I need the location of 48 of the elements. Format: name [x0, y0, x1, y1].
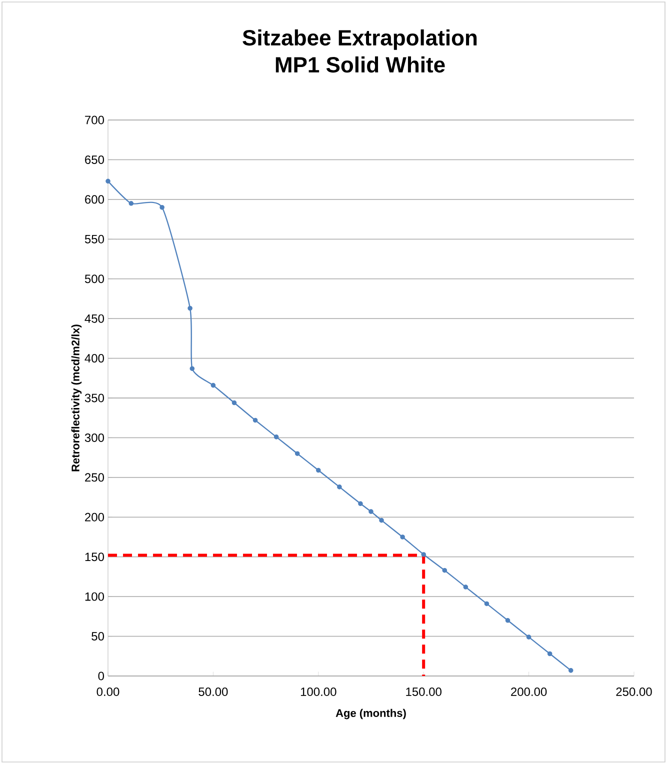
x-tick-label: 150.00 [406, 688, 442, 696]
x-tick-label: 250.00 [616, 688, 652, 696]
x-tick-label: 0.00 [96, 688, 120, 696]
y-tick-label: 250 [85, 473, 104, 482]
y-tick-label: 500 [84, 274, 104, 284]
x-axis-title: Age (months) [336, 708, 406, 720]
y-tick-label: 50 [92, 632, 104, 641]
point [421, 552, 426, 557]
y-tick-label: 0 [98, 672, 104, 680]
point [210, 382, 216, 388]
x-tick-label: 200.00 [511, 688, 547, 696]
point [379, 518, 384, 523]
point [160, 204, 164, 210]
y-axis-title: Retroreflectivity (mcd/m2/lx) [71, 324, 82, 472]
point [358, 501, 363, 506]
point [252, 418, 258, 423]
point [400, 534, 405, 540]
point [128, 201, 134, 206]
point [106, 178, 110, 184]
point [526, 634, 532, 640]
point [568, 668, 574, 673]
x-tick-label: 50.00 [198, 688, 228, 696]
point [547, 651, 552, 656]
point [316, 468, 321, 473]
y-tick-label: 350 [84, 394, 104, 402]
point [337, 484, 342, 490]
chart-title: Sitzabee Extrapolation MP1 Solid White [242, 29, 477, 73]
y-tick-label: 200 [85, 512, 104, 522]
point [190, 366, 195, 372]
point [463, 584, 468, 590]
y-tick-label: 300 [84, 433, 104, 442]
y-tick-label: 700 [85, 116, 104, 124]
point [442, 568, 448, 573]
y-tick-label: 100 [85, 592, 104, 601]
point [368, 509, 374, 514]
point [232, 400, 237, 406]
point [484, 601, 490, 606]
point [294, 451, 300, 456]
point [274, 434, 279, 440]
y-tick-label: 450 [84, 314, 104, 323]
point [188, 306, 192, 311]
y-tick-label: 550 [84, 234, 104, 244]
point [505, 618, 510, 623]
y-tick-label: 400 [84, 354, 104, 363]
y-tick-label: 650 [85, 155, 104, 164]
x-tick-label: 100.00 [300, 688, 336, 696]
y-tick-label: 600 [85, 195, 104, 204]
y-tick-label: 150 [85, 552, 104, 562]
